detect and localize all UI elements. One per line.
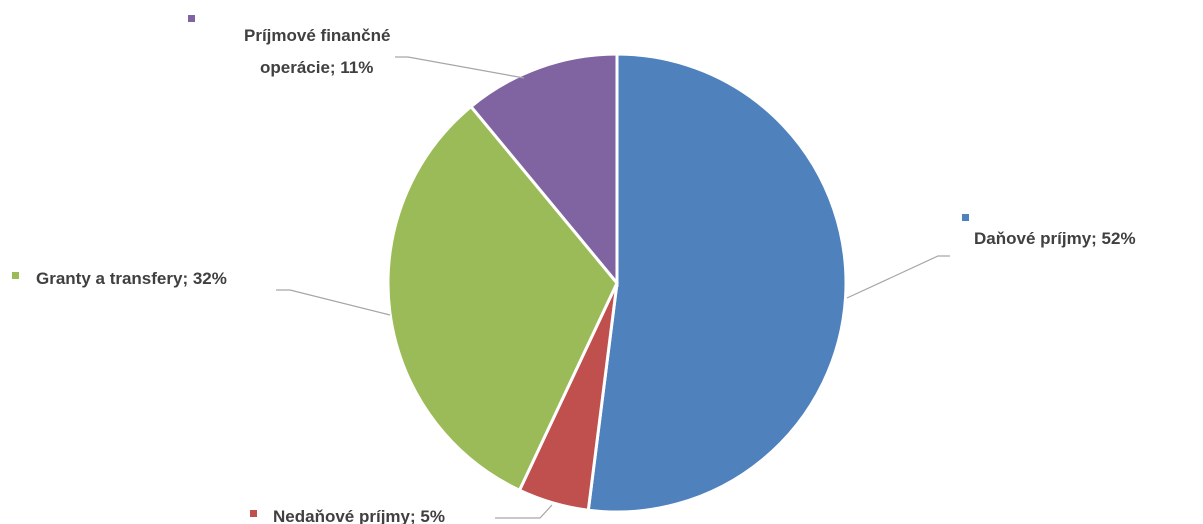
legend-swatch-danove	[962, 214, 969, 221]
data-label-granty: Granty a transfery; 32%	[36, 269, 227, 288]
leader-line-danove	[846, 255, 950, 299]
pie-slice-danove	[586, 52, 848, 514]
leader-line-granty	[276, 289, 391, 316]
data-labels: Daňové príjmy; 52% Nedaňové príjmy; 5% G…	[12, 15, 1136, 524]
leader-line-nedanove	[495, 504, 553, 519]
label-group-danove: Daňové príjmy; 52%	[846, 214, 1136, 299]
label-group-nedanove: Nedaňové príjmy; 5%	[250, 504, 553, 524]
data-label-danove: Daňové príjmy; 52%	[974, 229, 1136, 248]
pie-slices	[386, 52, 848, 514]
label-group-granty: Granty a transfery; 32%	[12, 269, 391, 316]
data-label-financne-line2: operácie; 11%	[260, 58, 373, 77]
data-label-financne-line1: Príjmové finančné	[244, 26, 390, 45]
legend-swatch-granty	[12, 272, 19, 279]
leader-line-financne	[395, 56, 525, 79]
data-label-nedanove: Nedaňové príjmy; 5%	[273, 507, 445, 524]
pie-slice-granty	[386, 104, 619, 493]
pie-slice-financne	[468, 52, 619, 288]
legend-swatch-financne	[188, 15, 195, 22]
legend-swatch-nedanove	[250, 510, 257, 517]
label-group-financne: Príjmové finančné operácie; 11%	[188, 15, 525, 79]
